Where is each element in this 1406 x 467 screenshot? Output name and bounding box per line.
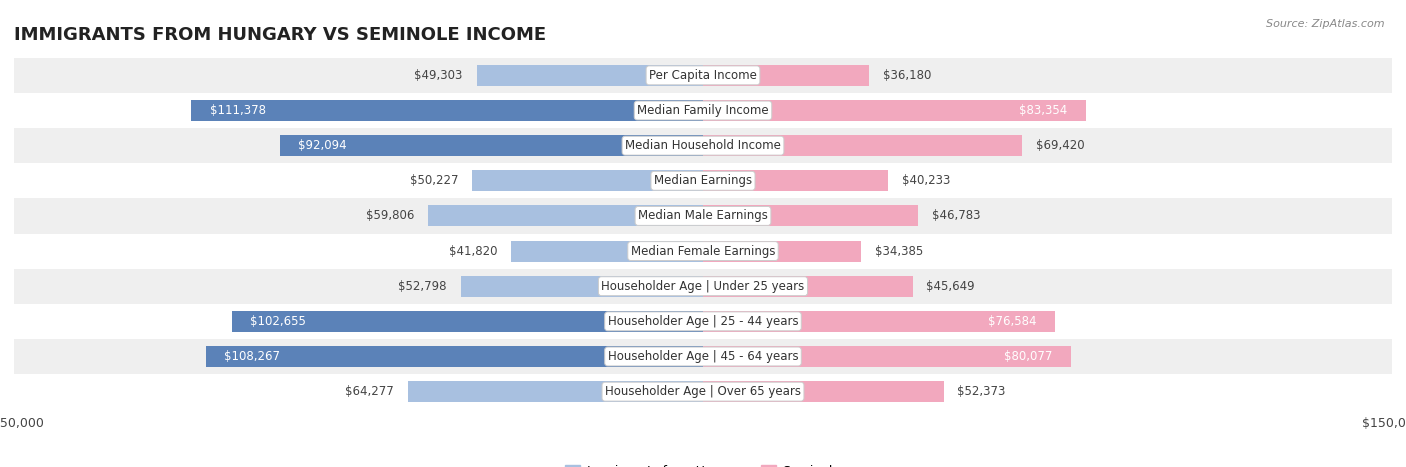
Text: IMMIGRANTS FROM HUNGARY VS SEMINOLE INCOME: IMMIGRANTS FROM HUNGARY VS SEMINOLE INCO… bbox=[14, 26, 546, 44]
Bar bbox=[472, 170, 703, 191]
Text: $111,378: $111,378 bbox=[209, 104, 266, 117]
Bar bbox=[703, 346, 1071, 367]
Text: Householder Age | 25 - 44 years: Householder Age | 25 - 44 years bbox=[607, 315, 799, 328]
Text: $108,267: $108,267 bbox=[224, 350, 280, 363]
Text: $50,227: $50,227 bbox=[411, 174, 458, 187]
Text: Per Capita Income: Per Capita Income bbox=[650, 69, 756, 82]
Bar bbox=[703, 170, 887, 191]
Bar bbox=[14, 163, 1392, 198]
Text: $80,077: $80,077 bbox=[1004, 350, 1053, 363]
Bar bbox=[14, 58, 1392, 93]
Text: $36,180: $36,180 bbox=[883, 69, 931, 82]
Bar bbox=[14, 93, 1392, 128]
Text: $52,798: $52,798 bbox=[398, 280, 447, 293]
Bar bbox=[461, 276, 703, 297]
Text: $64,277: $64,277 bbox=[346, 385, 394, 398]
Text: $34,385: $34,385 bbox=[875, 245, 922, 258]
Bar bbox=[703, 135, 1022, 156]
Text: $83,354: $83,354 bbox=[1019, 104, 1067, 117]
Bar bbox=[14, 304, 1392, 339]
Bar bbox=[510, 241, 703, 262]
Text: $59,806: $59,806 bbox=[366, 209, 415, 222]
Text: $76,584: $76,584 bbox=[988, 315, 1036, 328]
Bar bbox=[408, 381, 703, 402]
Text: Median Family Income: Median Family Income bbox=[637, 104, 769, 117]
Bar bbox=[703, 100, 1085, 121]
Text: Median Earnings: Median Earnings bbox=[654, 174, 752, 187]
Bar bbox=[14, 128, 1392, 163]
Text: $46,783: $46,783 bbox=[932, 209, 980, 222]
Text: $102,655: $102,655 bbox=[250, 315, 305, 328]
Bar bbox=[14, 339, 1392, 374]
Text: $49,303: $49,303 bbox=[415, 69, 463, 82]
Bar bbox=[14, 234, 1392, 269]
Bar bbox=[191, 100, 703, 121]
Bar bbox=[232, 311, 703, 332]
Text: Householder Age | 45 - 64 years: Householder Age | 45 - 64 years bbox=[607, 350, 799, 363]
Text: $52,373: $52,373 bbox=[957, 385, 1005, 398]
Bar bbox=[703, 205, 918, 226]
Bar bbox=[429, 205, 703, 226]
Text: Householder Age | Over 65 years: Householder Age | Over 65 years bbox=[605, 385, 801, 398]
Bar bbox=[703, 276, 912, 297]
Bar bbox=[14, 198, 1392, 234]
Bar bbox=[703, 241, 860, 262]
Bar bbox=[205, 346, 703, 367]
Bar bbox=[703, 311, 1054, 332]
Text: $40,233: $40,233 bbox=[901, 174, 950, 187]
Legend: Immigrants from Hungary, Seminole: Immigrants from Hungary, Seminole bbox=[561, 460, 845, 467]
Bar bbox=[280, 135, 703, 156]
Text: $45,649: $45,649 bbox=[927, 280, 976, 293]
Text: $69,420: $69,420 bbox=[1036, 139, 1084, 152]
Bar bbox=[703, 381, 943, 402]
Text: $41,820: $41,820 bbox=[449, 245, 498, 258]
Text: Source: ZipAtlas.com: Source: ZipAtlas.com bbox=[1267, 19, 1385, 28]
Bar bbox=[14, 374, 1392, 409]
Text: Median Household Income: Median Household Income bbox=[626, 139, 780, 152]
Text: Median Female Earnings: Median Female Earnings bbox=[631, 245, 775, 258]
Text: $92,094: $92,094 bbox=[298, 139, 347, 152]
Bar bbox=[703, 65, 869, 86]
Text: Householder Age | Under 25 years: Householder Age | Under 25 years bbox=[602, 280, 804, 293]
Bar bbox=[477, 65, 703, 86]
Text: Median Male Earnings: Median Male Earnings bbox=[638, 209, 768, 222]
Bar bbox=[14, 269, 1392, 304]
